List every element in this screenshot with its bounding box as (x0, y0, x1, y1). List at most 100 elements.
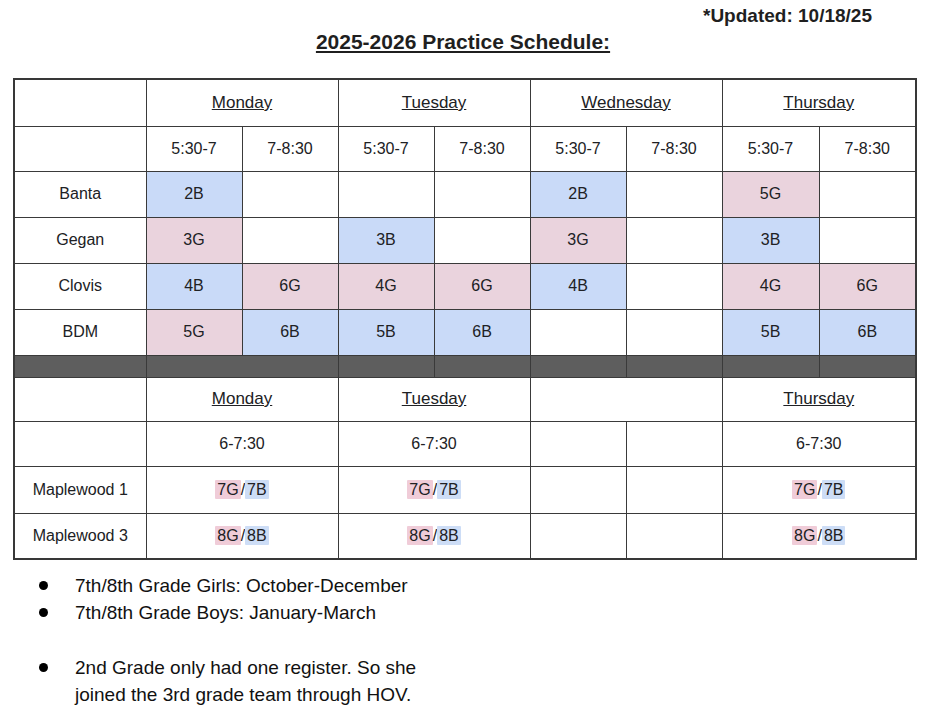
section2-time-label-cell (14, 421, 146, 466)
time-slot-cell: 6-7:30 (146, 421, 338, 466)
day-header-monday: Monday (146, 377, 338, 421)
bullet-dot-icon (39, 663, 48, 672)
team-name: Maplewood 1 (14, 466, 146, 513)
team-row-banta: Banta2B2B5G (14, 171, 916, 217)
empty-cell (626, 421, 722, 466)
team-code-highlight: 8B (437, 526, 461, 545)
day-header-tuesday: Tuesday (338, 79, 530, 126)
practice-cell: 4B (530, 263, 626, 309)
team-name: Maplewood 3 (14, 513, 146, 559)
empty-cell (530, 466, 626, 513)
bullet-dot-icon (39, 608, 48, 617)
bullet-dot-icon (39, 581, 48, 590)
section2-day-header-row: Monday Tuesday Thursday (14, 377, 916, 421)
corner-cell (14, 79, 146, 126)
practice-cell: 2B (146, 171, 242, 217)
practice-cell: 3G (530, 217, 626, 263)
practice-cell: 7G/7B (722, 466, 916, 513)
empty-cell (626, 466, 722, 513)
time-slot-cell: 6-7:30 (338, 421, 530, 466)
page-title-text: 2025-2026 Practice Schedule: (316, 30, 610, 53)
empty-cell (626, 171, 722, 217)
note-text: 7th/8th Grade Boys: January-March (75, 599, 376, 626)
practice-cell: 6G (819, 263, 916, 309)
practice-cell: 4B (146, 263, 242, 309)
divider-cell (722, 355, 819, 377)
team-name: BDM (14, 309, 146, 355)
practice-cell: 5B (338, 309, 434, 355)
practice-cell: 4G (338, 263, 434, 309)
team-code-highlight: 7B (245, 480, 269, 499)
time-slot-cell: 6-7:30 (722, 421, 916, 466)
note-bullet: 2nd Grade only had one register. So she … (30, 654, 455, 706)
practice-cell: 3B (722, 217, 819, 263)
empty-cell (242, 171, 338, 217)
empty-cell (338, 171, 434, 217)
time-slot-cell: 7-8:30 (819, 126, 916, 171)
section1-time-row: 5:30-77-8:305:30-77-8:305:30-77-8:305:30… (14, 126, 916, 171)
practice-cell: 5B (722, 309, 819, 355)
day-label: Tuesday (402, 389, 467, 408)
notes-section: 7th/8th Grade Girls: October-December7th… (30, 572, 455, 706)
divider-row (14, 355, 916, 377)
team-code-highlight: 7G (792, 480, 817, 499)
team-code-highlight: 7G (215, 480, 240, 499)
updated-note: *Updated: 10/18/25 (703, 5, 872, 27)
practice-cell: 6B (434, 309, 530, 355)
practice-cell: 6G (242, 263, 338, 309)
day-header-wednesday: Wednesday (530, 79, 722, 126)
notes-group-2: 2nd Grade only had one register. So she … (30, 654, 455, 706)
divider-cell (338, 355, 434, 377)
team-row-maplewood-1: Maplewood 17G/7B7G/7B7G/7B (14, 466, 916, 513)
section2-time-row: 6-7:306-7:306-7:30 (14, 421, 916, 466)
divider-cell (434, 355, 530, 377)
time-slot-cell: 7-8:30 (434, 126, 530, 171)
time-slot-cell: 5:30-7 (146, 126, 242, 171)
section2-corner-cell (14, 377, 146, 421)
practice-cell: 4G (722, 263, 819, 309)
note-text: 7th/8th Grade Girls: October-December (75, 572, 408, 599)
team-name: Clovis (14, 263, 146, 309)
day-label: Monday (212, 389, 272, 408)
time-row-label-cell (14, 126, 146, 171)
team-code-highlight: 8G (215, 526, 240, 545)
day-label: Thursday (783, 93, 854, 112)
team-code-highlight: 7B (437, 480, 461, 499)
team-code-highlight: 8G (792, 526, 817, 545)
empty-cell (626, 263, 722, 309)
empty-cell (626, 513, 722, 559)
practice-cell: 7G/7B (146, 466, 338, 513)
empty-cell (242, 217, 338, 263)
day-label: Monday (212, 93, 272, 112)
empty-cell (530, 513, 626, 559)
page: { "page": { "updated_note": "*Updated: 1… (0, 0, 926, 706)
practice-cell: 2B (530, 171, 626, 217)
time-slot-cell: 7-8:30 (242, 126, 338, 171)
team-row-clovis: Clovis4B6G4G6G4B4G6G (14, 263, 916, 309)
practice-cell: 3B (338, 217, 434, 263)
divider-cell (626, 355, 722, 377)
practice-cell: 8G/8B (338, 513, 530, 559)
divider-cell (819, 355, 916, 377)
note-bullet: 7th/8th Grade Boys: January-March (30, 599, 455, 626)
day-label: Wednesday (581, 93, 670, 112)
note-bullet: 7th/8th Grade Girls: October-December (30, 572, 455, 599)
practice-cell: 5G (722, 171, 819, 217)
practice-schedule-table: MondayTuesdayWednesdayThursday5:30-77-8:… (13, 78, 917, 560)
divider-cell (530, 355, 626, 377)
team-row-maplewood-3: Maplewood 38G/8B8G/8B8G/8B (14, 513, 916, 559)
day-header-thursday: Thursday (722, 377, 916, 421)
time-slot-cell: 7-8:30 (626, 126, 722, 171)
empty-day-header (530, 377, 722, 421)
empty-cell (626, 217, 722, 263)
time-slot-cell: 5:30-7 (722, 126, 819, 171)
day-label: Tuesday (402, 93, 467, 112)
team-row-gegan: Gegan3G3B3G3B (14, 217, 916, 263)
day-header-thursday: Thursday (722, 79, 916, 126)
team-code-highlight: 7B (822, 480, 846, 499)
divider-cell (14, 355, 146, 377)
note-text: 2nd Grade only had one register. So she … (75, 654, 455, 706)
day-label: Thursday (783, 389, 854, 408)
practice-cell: 6B (242, 309, 338, 355)
empty-cell (819, 217, 916, 263)
